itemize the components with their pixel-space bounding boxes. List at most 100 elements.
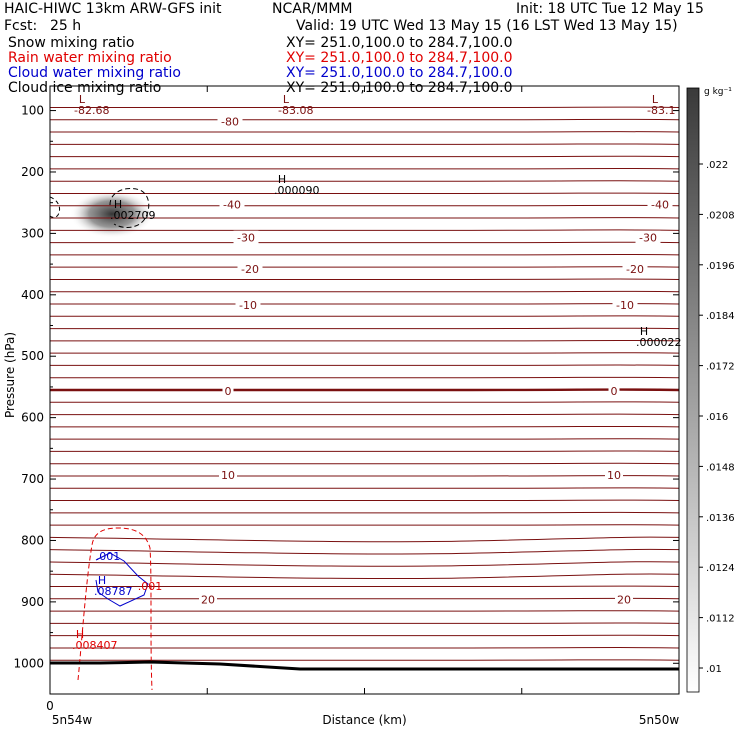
plot-area [50, 106, 679, 691]
colorbar-label: .0148 [706, 462, 735, 473]
colorbar-label: .016 [706, 412, 728, 423]
y-tick-label: 500 [21, 349, 44, 363]
x-tick-label: 0 [46, 699, 54, 713]
isotherm-label: -20 [241, 263, 259, 276]
field-xy-rain: XY= 251.0,100.0 to 284.7,100.0 [286, 50, 513, 66]
isotherm-label-bg [605, 467, 623, 481]
y-tick-label: 200 [21, 165, 44, 179]
isotherm-label: -40 [223, 199, 241, 212]
snow-shade-blob [70, 190, 154, 238]
y-tick-label: 800 [21, 533, 44, 547]
extremum-value: -83.1 [647, 104, 675, 117]
extremum-marker: L [283, 93, 290, 106]
isotherm-label-bg [222, 384, 234, 398]
y-tick-label: 900 [21, 595, 44, 609]
colorbar-unit: g kg⁻¹ [704, 87, 732, 97]
isotherm-label-bg [219, 467, 237, 481]
isotherm-label: -10 [616, 299, 634, 312]
extremum-value: -83.08 [278, 104, 313, 117]
isotherm-label-bg [635, 230, 661, 244]
field-xy-cloud-water: XY= 251.0,100.0 to 284.7,100.0 [286, 65, 513, 81]
isotherm-label: 0 [225, 385, 232, 398]
extremum-marker: L [652, 93, 659, 106]
x-axis-title: Distance (km) [322, 713, 406, 727]
x-endpoint-left: 5n54w [52, 713, 93, 727]
colorbar-label: .0184 [706, 311, 735, 322]
isotherm-line [50, 561, 679, 567]
extremum-marker: H [114, 198, 122, 211]
y-tick-label: 600 [21, 411, 44, 425]
colorbar-label: .0136 [706, 513, 735, 524]
ice-contour-left-dashed [50, 196, 61, 218]
isotherm-label-bg [235, 298, 261, 312]
contour-value-label: .001 [138, 580, 163, 593]
isotherm-line [50, 573, 679, 580]
contour-value-label: .001 [96, 550, 121, 563]
isotherm-label: 20 [617, 593, 631, 606]
forecast-hours: 25 h [50, 18, 82, 34]
extremum-value: -82.68 [74, 104, 109, 117]
extremum-value: .000022 [636, 336, 682, 349]
field-name-cloud-ice: Cloud ice mixing ratio [8, 80, 162, 96]
isotherm-label-bg [217, 114, 243, 128]
y-axis-title: Pressure (hPa) [3, 332, 17, 418]
isotherm-label-bg [615, 592, 633, 606]
field-name-cloud-water: Cloud water mixing ratio [8, 65, 181, 81]
org-label: NCAR/MMM [272, 1, 353, 17]
isotherm-label: 20 [201, 593, 215, 606]
isotherm-label: -30 [639, 232, 657, 245]
init-time: Init: 18 UTC Tue 12 May 15 [516, 1, 704, 17]
colorbar-ticks: g kg⁻¹ .022 .0208 .0196 .0184 .0172 .016 .0148.… [699, 87, 735, 675]
colorbar-label: .0124 [706, 563, 735, 574]
isotherm-label-bg [219, 197, 245, 211]
isotherm-label: -20 [626, 263, 644, 276]
isotherm-label-bg [237, 262, 263, 276]
extremum-value: .002709 [110, 209, 156, 222]
isotherm-line [50, 536, 679, 543]
extremum-marker: H [98, 574, 106, 587]
isotherm-label-bg [647, 197, 673, 211]
colorbar-label: .0112 [706, 614, 735, 625]
colorbar-label: .022 [706, 160, 728, 171]
rain-contour-dashed [77, 527, 153, 691]
forecast-label: Fcst: [4, 18, 38, 34]
valid-time: Valid: 19 UTC Wed 13 May 15 (16 LST Wed … [296, 18, 678, 34]
y-tick-label: 700 [21, 472, 44, 486]
extremum-marker: H [76, 628, 84, 641]
isotherm-label: 10 [607, 469, 621, 482]
isotherm-label: -10 [239, 299, 257, 312]
model-title: HAIC-HIWC 13km ARW-GFS init [4, 1, 222, 17]
field-xy-snow: XY= 251.0,100.0 to 284.7,100.0 [286, 35, 513, 51]
ice-contour-dashed [109, 188, 150, 228]
isotherm-label: -40 [651, 199, 669, 212]
field-name-snow: Snow mixing ratio [8, 35, 135, 51]
extremum-value: .008407 [72, 639, 118, 652]
extremum-value: .000090 [274, 184, 320, 197]
y-tick-label: 100 [21, 104, 44, 118]
y-tick-label: 1000 [13, 656, 44, 670]
terrain-line [50, 660, 679, 671]
extremum-value: .08787 [94, 585, 133, 598]
isotherm-label-bg [612, 298, 638, 312]
isotherm-label: -80 [221, 116, 239, 129]
colorbar [686, 87, 700, 693]
isotherm-label-bg [608, 384, 620, 398]
x-endpoint-right: 5n50w [639, 713, 680, 727]
extremum-marker: L [79, 93, 86, 106]
y-tick-label: 300 [21, 226, 44, 240]
temperature-contours [50, 106, 679, 661]
colorbar-label: .0208 [706, 210, 735, 221]
colorbar-label: .0172 [706, 362, 735, 373]
isotherm-label: 10 [221, 469, 235, 482]
extremum-marker: H [640, 325, 648, 338]
y-axis: 1002003004005006007008009001000Pressure … [3, 104, 679, 695]
isotherm-line [50, 548, 679, 555]
y-tick-label: 400 [21, 288, 44, 302]
field-xy-cloud-ice: XY= 251.0,100.0 to 284.7,100.0 [286, 80, 513, 96]
colorbar-label: .01 [706, 664, 722, 675]
isotherm-label: -30 [237, 232, 255, 245]
extremum-marker: H [278, 173, 286, 186]
